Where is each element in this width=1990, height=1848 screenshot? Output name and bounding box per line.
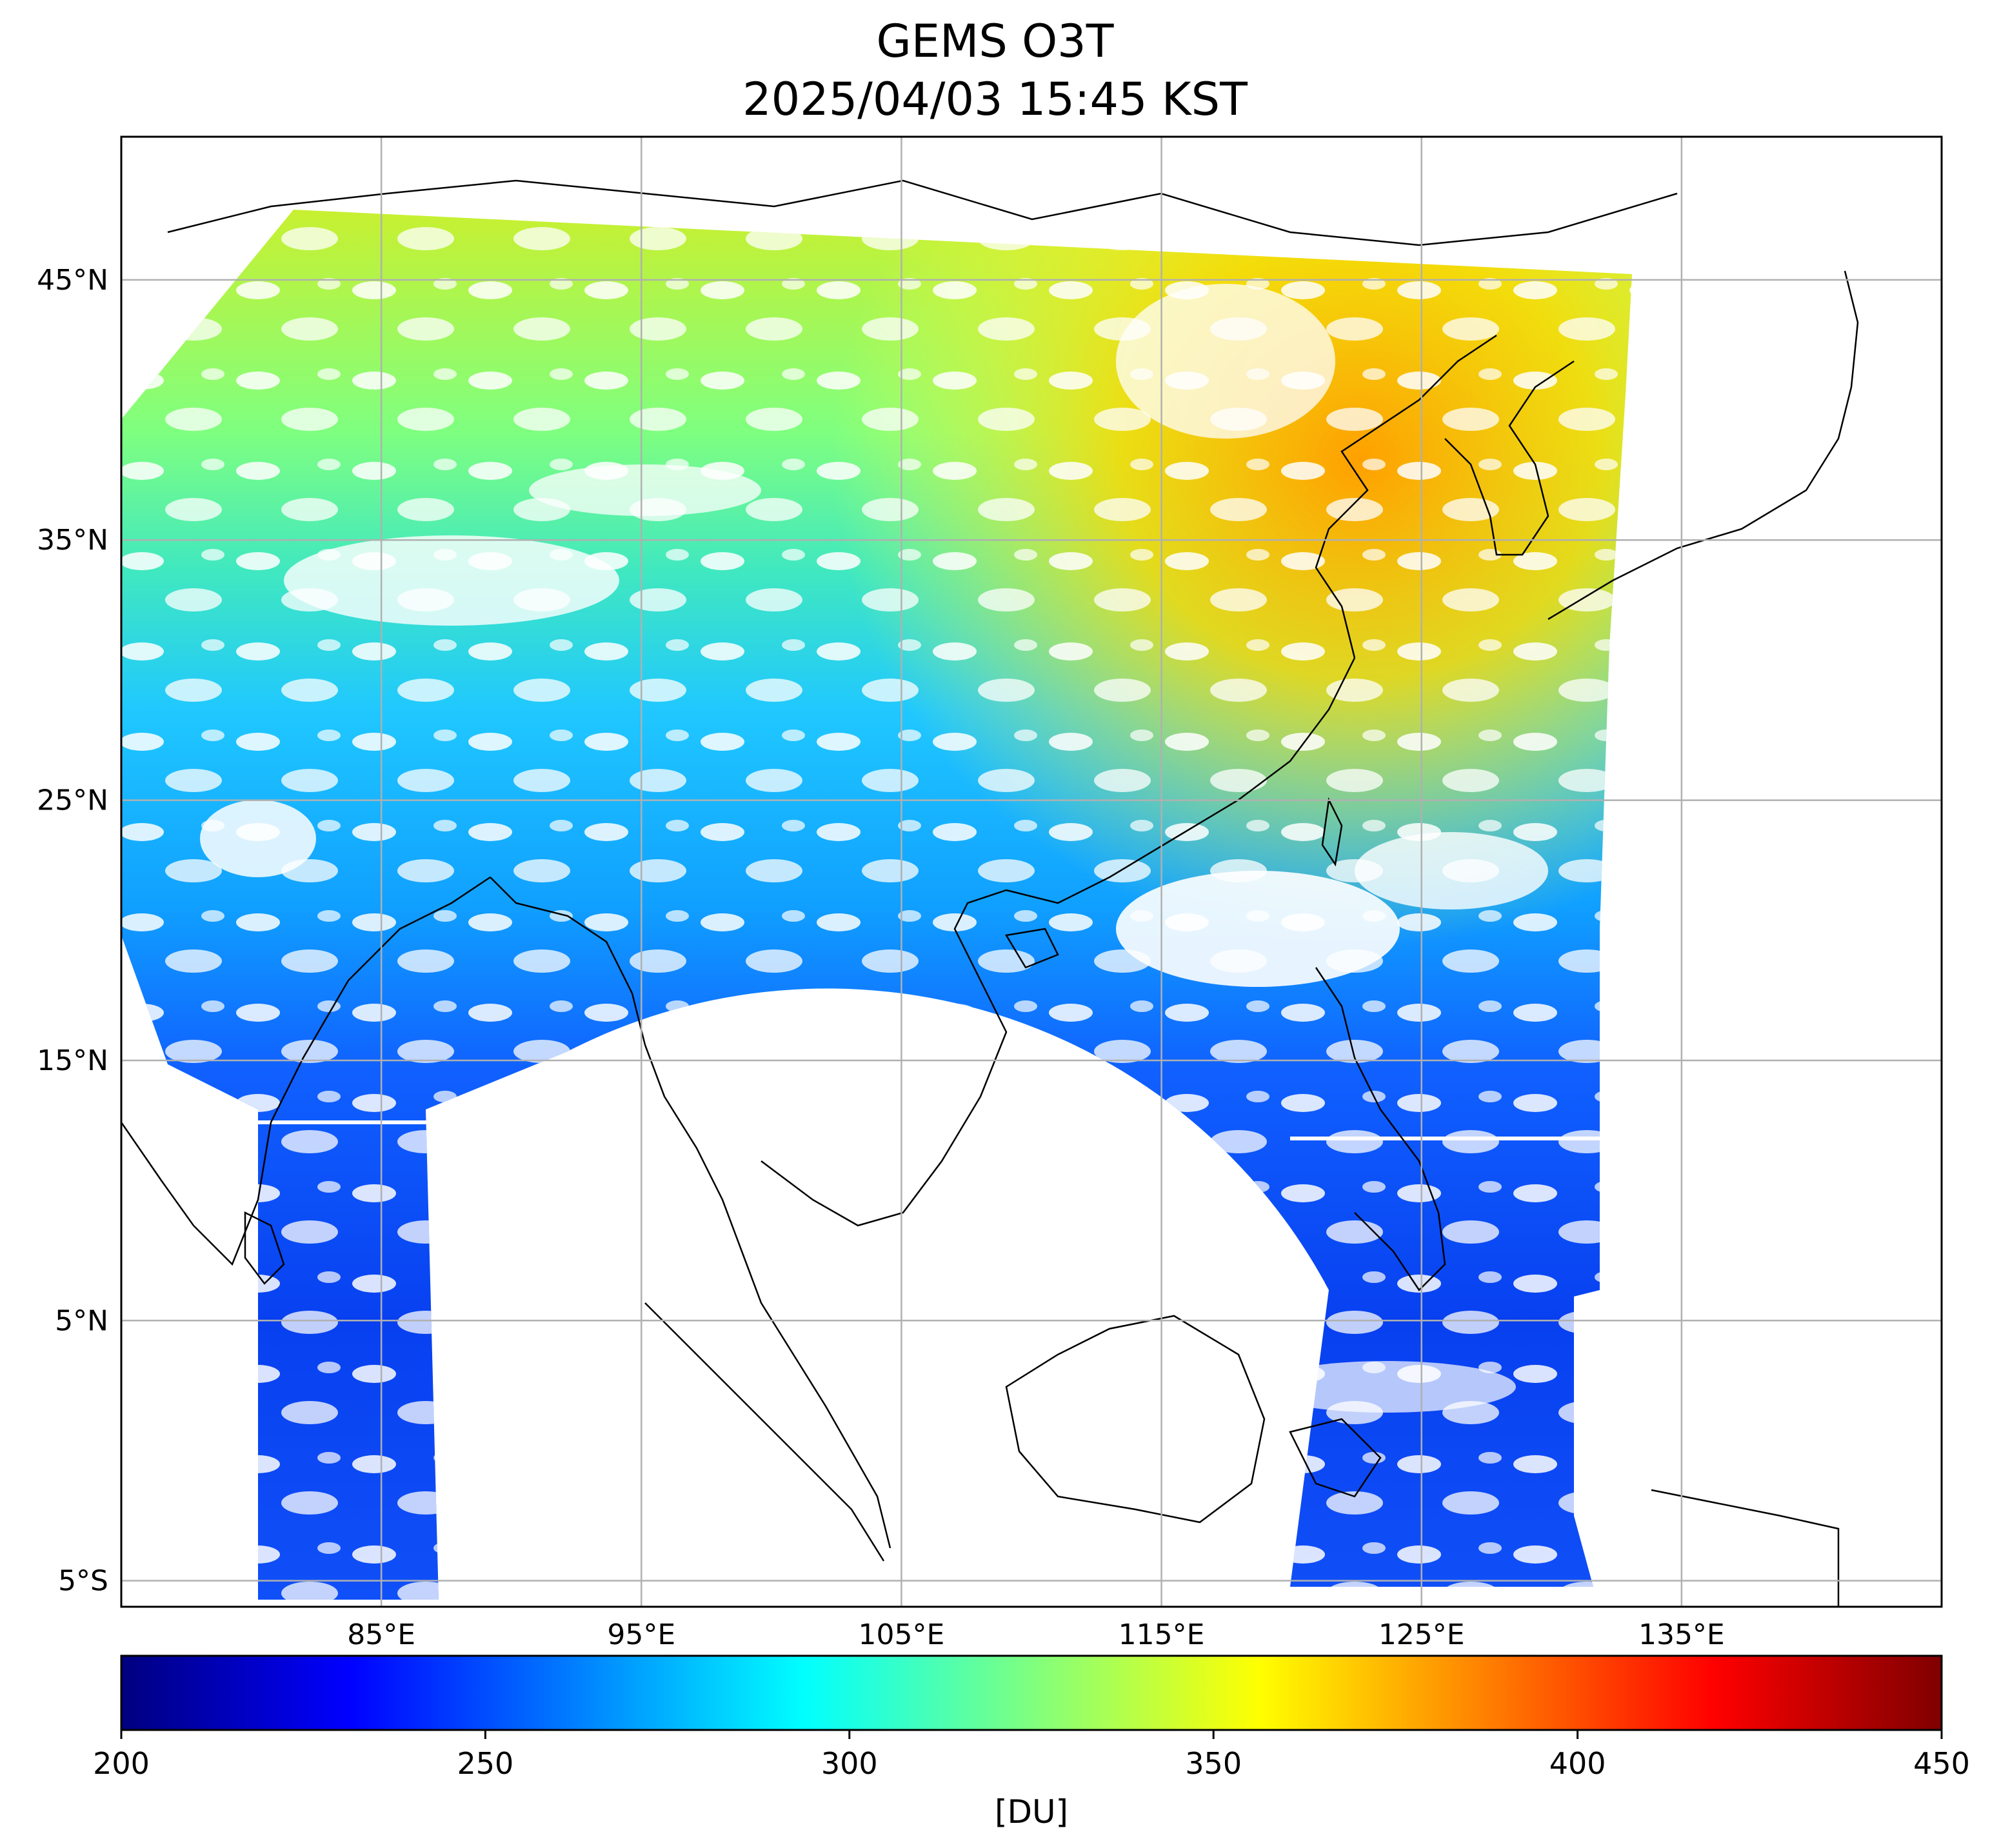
latitude-labels: 45°N 35°N 25°N 15°N 5°N 5°S — [37, 264, 108, 1598]
cloud-area — [200, 800, 316, 877]
colorbar-tick-label: 400 — [1549, 1746, 1606, 1781]
cloud-area — [1116, 284, 1335, 439]
gridlines — [121, 137, 1942, 1607]
lat-tick-label: 15°N — [37, 1044, 108, 1077]
coast-hainan — [1004, 928, 1059, 969]
coast-sumatra — [644, 1302, 885, 1562]
cloud-area — [284, 535, 619, 626]
lon-tick-label: 95°E — [607, 1618, 675, 1651]
cloud-area — [1258, 1361, 1516, 1413]
coast-indochina — [644, 1044, 891, 1549]
coast-vietnam — [761, 889, 1008, 1227]
lat-tick-label: 5°N — [55, 1304, 108, 1337]
lon-tick-label: 85°E — [347, 1618, 415, 1651]
scanline-gap — [1290, 1137, 1600, 1140]
colorbar-tick-label: 350 — [1185, 1746, 1242, 1781]
colorbar-unit: [DU] — [995, 1793, 1068, 1831]
coast-japan — [1547, 270, 1859, 621]
colorbar-ticks: 200 250 300 350 400 450 — [93, 1730, 1970, 1781]
lat-tick-label: 45°N — [37, 264, 108, 297]
colorbar-tick-label: 250 — [457, 1746, 513, 1781]
lat-tick-label: 25°N — [37, 784, 108, 817]
lon-tick-label: 135°E — [1638, 1618, 1725, 1651]
colorbar-tick-label: 450 — [1913, 1746, 1970, 1781]
colorbar-tick-label: 300 — [821, 1746, 878, 1781]
cloud-area — [1355, 832, 1548, 909]
chart-title: GEMS O3T — [876, 15, 1114, 68]
coast-borneo — [1005, 1315, 1266, 1524]
coast-india — [121, 876, 491, 1266]
lon-tick-label: 115°E — [1119, 1618, 1205, 1651]
coast-bay-of-bengal — [490, 877, 646, 1046]
lat-tick-label: 35°N — [37, 524, 108, 557]
cloud-area — [1116, 871, 1400, 987]
chart-subtitle: 2025/04/03 15:45 KST — [742, 73, 1248, 126]
plot-area — [121, 179, 1859, 1607]
plot-frame — [120, 135, 1943, 1608]
colorbar-tick-label: 200 — [93, 1746, 150, 1781]
longitude-labels: 85°E 95°E 105°E 115°E 125°E 135°E — [347, 1618, 1725, 1651]
coastlines — [121, 179, 1859, 1607]
coast-sulawesi — [1289, 1418, 1382, 1498]
lon-tick-label: 105°E — [859, 1618, 945, 1651]
colorbar — [120, 1654, 1943, 1731]
coast-northern-border — [167, 179, 1678, 246]
coast-philippines — [1315, 967, 1446, 1291]
coast-china-south — [1006, 657, 1356, 904]
lat-tick-label: 5°S — [58, 1565, 108, 1598]
cloud-area — [529, 464, 761, 516]
coast-new-guinea — [1651, 1489, 1840, 1607]
coast-taiwan — [1321, 797, 1343, 867]
coast-korea — [1444, 360, 1575, 556]
coast-sri-lanka — [244, 1211, 285, 1285]
coast-china-east — [1315, 334, 1497, 659]
lon-tick-label: 125°E — [1378, 1618, 1465, 1651]
scanline-gap — [258, 1120, 439, 1124]
